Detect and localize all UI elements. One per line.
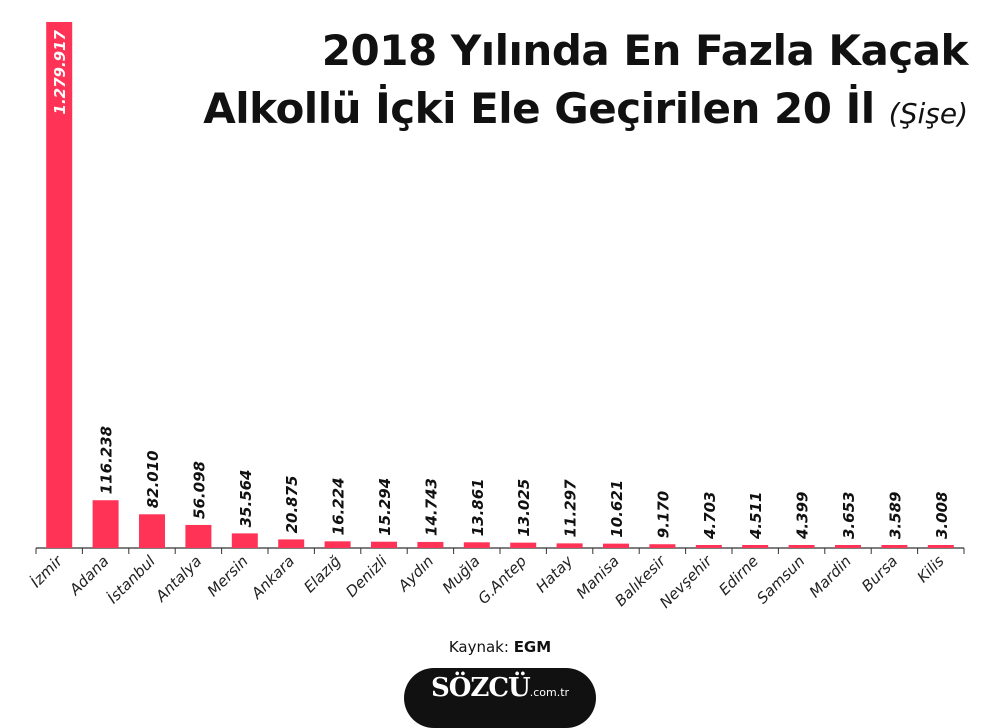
tick-label: Samsun	[753, 552, 808, 607]
data-label: 20.875	[283, 476, 301, 534]
data-label: 3.008	[933, 492, 951, 539]
data-label: 56.098	[190, 461, 208, 519]
bar	[278, 539, 305, 548]
bar	[603, 543, 629, 548]
bar	[463, 542, 490, 548]
tick-label: İzmir	[26, 551, 66, 591]
tick-label: Ankara	[247, 552, 298, 603]
bar	[46, 22, 73, 548]
chart-title-line-2: Alkollü İçki Ele Geçirilen 20 İl (Şişe)	[203, 80, 968, 143]
tick-label: Antalya	[151, 552, 205, 606]
bar	[185, 524, 212, 548]
tick-label: Mardin	[806, 552, 855, 601]
tick-label: Aydın	[394, 552, 437, 595]
data-label: 14.743	[422, 478, 440, 536]
bar	[324, 541, 351, 548]
bar	[371, 541, 397, 548]
brand-name: SÖZCÜ	[430, 673, 531, 703]
bar	[556, 543, 583, 548]
tick-label: İstanbul	[103, 551, 159, 607]
bar	[695, 545, 722, 548]
tick-label: Hatay	[532, 551, 577, 596]
tick-label: Bursa	[858, 552, 901, 595]
chart-unit: (Şişe)	[888, 97, 968, 130]
tick-label: Denizli	[342, 552, 391, 601]
data-label: 10.621	[608, 480, 626, 538]
chart-title: 2018 Yılında En Fazla Kaçak Alkollü İçki…	[203, 22, 968, 143]
chart-title-line-1: 2018 Yılında En Fazla Kaçak	[321, 26, 969, 75]
bar	[139, 514, 165, 548]
source-note: Kaynak: EGM	[0, 638, 1000, 656]
brand-logo: SÖZCÜ.com.tr	[404, 668, 596, 728]
tick-label: Nevşehir	[656, 552, 716, 612]
tick-label: Muğla	[439, 552, 484, 597]
data-label: 15.294	[376, 478, 394, 536]
tick-label: Mersin	[204, 552, 252, 600]
data-label: 3.589	[886, 492, 904, 539]
data-label: 1.279.917	[51, 29, 69, 114]
bar	[788, 545, 815, 548]
data-label: 13.025	[515, 479, 533, 537]
bar	[417, 541, 444, 548]
chart-title-line-2-text: Alkollü İçki Ele Geçirilen 20 İl	[203, 84, 875, 133]
bar	[231, 533, 258, 548]
data-label: 9.170	[654, 491, 672, 538]
data-label: 82.010	[144, 450, 162, 508]
data-label: 4.511	[747, 492, 765, 540]
data-label: 3.653	[840, 492, 858, 539]
bar	[510, 542, 537, 548]
tick-label: Kilis	[914, 552, 948, 586]
source-value: EGM	[513, 638, 552, 656]
bar	[881, 545, 908, 548]
data-label: 16.224	[330, 477, 348, 535]
source-label: Kaynak:	[448, 638, 509, 656]
data-label: 35.564	[237, 469, 255, 527]
brand-domain: .com.tr	[529, 686, 570, 699]
data-label: 4.399	[794, 492, 812, 540]
data-label: 13.861	[469, 478, 487, 536]
bar	[649, 544, 676, 548]
bar	[835, 545, 861, 548]
tick-label: Elazığ	[300, 552, 344, 596]
tick-label: G.Antep	[474, 552, 530, 608]
data-label: 11.297	[562, 479, 580, 537]
data-label: 4.703	[701, 492, 719, 540]
bar	[927, 545, 954, 548]
bar	[92, 500, 119, 548]
data-label: 116.238	[98, 426, 116, 494]
bar	[742, 545, 769, 548]
